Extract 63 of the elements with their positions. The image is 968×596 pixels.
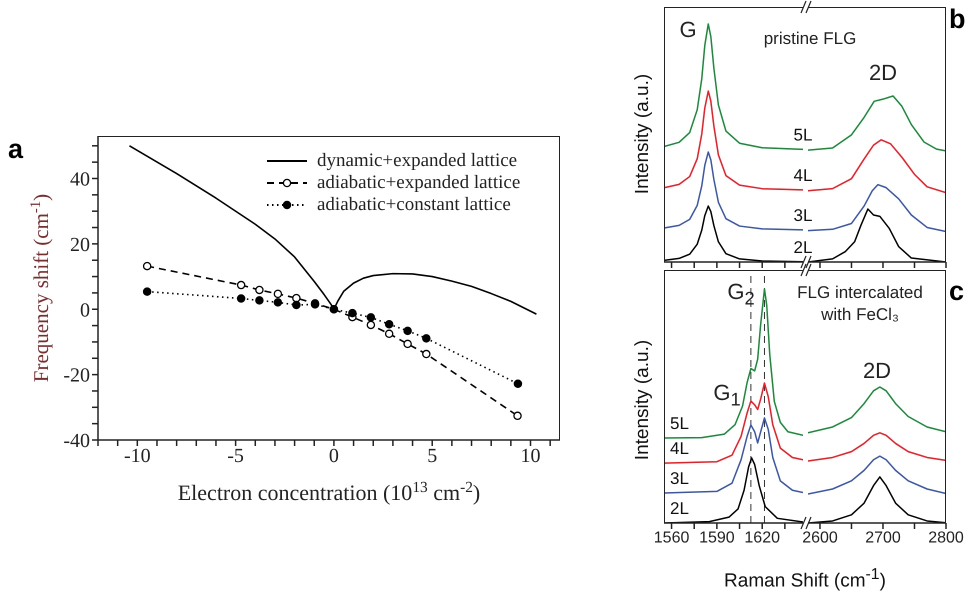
series-label: 2L [794, 238, 812, 257]
series-label: 4L [794, 166, 812, 185]
point [142, 262, 152, 270]
point [513, 412, 522, 420]
series-label: 3L [670, 469, 689, 488]
point [384, 330, 394, 338]
point [348, 308, 357, 318]
point [422, 350, 431, 358]
point [514, 380, 522, 388]
point [142, 287, 152, 296]
line-series [128, 145, 538, 315]
point [255, 286, 264, 294]
y-tick-label: 40 [70, 168, 90, 191]
text: 2D [862, 358, 892, 383]
series-label: 5L [670, 414, 689, 434]
x-tick-label: 1590 [699, 529, 735, 546]
series-label: 5L [794, 125, 812, 144]
legend-label: dynamic+expanded lattice [317, 150, 518, 172]
chart-title: a [8, 134, 24, 165]
point [366, 320, 376, 330]
text: 2D [868, 60, 898, 85]
y-tick-label: -20 [63, 364, 90, 387]
point [292, 294, 301, 302]
chart-title: b [949, 4, 966, 35]
series-label: 2L [670, 499, 689, 518]
point [292, 300, 301, 310]
point [274, 290, 282, 298]
annotation: G$_{2}$ [726, 279, 756, 310]
annotation: G [678, 17, 698, 42]
x-tick-label: 5 [427, 445, 438, 468]
x-tick-label: 0 [328, 445, 339, 468]
x-tick-label: 2800 [928, 529, 964, 546]
y-tick-label: 0 [80, 299, 90, 322]
point [236, 294, 246, 303]
point [366, 313, 376, 322]
y-axis-title: Intensity (a.u.) [631, 72, 654, 196]
series-label: 4L [670, 439, 689, 458]
x-tick-label: -10 [124, 445, 151, 468]
x-tick-label: 1560 [654, 529, 690, 546]
legend-label: adiabatic+expanded lattice [317, 172, 520, 194]
point [255, 296, 264, 305]
annotation: FLG intercalated with FeCl₃ [796, 282, 924, 326]
legend-label: adiabatic+constant lattice [317, 194, 511, 216]
x-tick-label: 2700 [865, 529, 901, 546]
x-axis-title: Electron concentration (10$^{13}$ cm$^{-2}$) [178, 478, 480, 505]
annotation: pristine FLG [762, 28, 858, 50]
y-tick-label: -40 [63, 430, 90, 452]
point [403, 326, 412, 336]
x-tick-label: -5 [227, 445, 244, 468]
x-tick-label: 1620 [744, 529, 780, 546]
x-axis-title: Raman Shift (cm$^{-1}$) [723, 566, 887, 592]
y-tick-label: 20 [70, 234, 90, 256]
y-axis-title: Intensity (a.u.) [631, 338, 654, 462]
annotation: G$_{1}$ [712, 380, 742, 410]
x-tick-label: 2600 [802, 529, 838, 546]
series-label: 3L [794, 206, 812, 225]
point [422, 334, 431, 343]
point [274, 298, 282, 307]
point [384, 320, 394, 329]
point [236, 280, 246, 290]
point [403, 340, 412, 348]
x-tick-label: 10 [520, 445, 541, 468]
chart-title: c [949, 276, 964, 307]
